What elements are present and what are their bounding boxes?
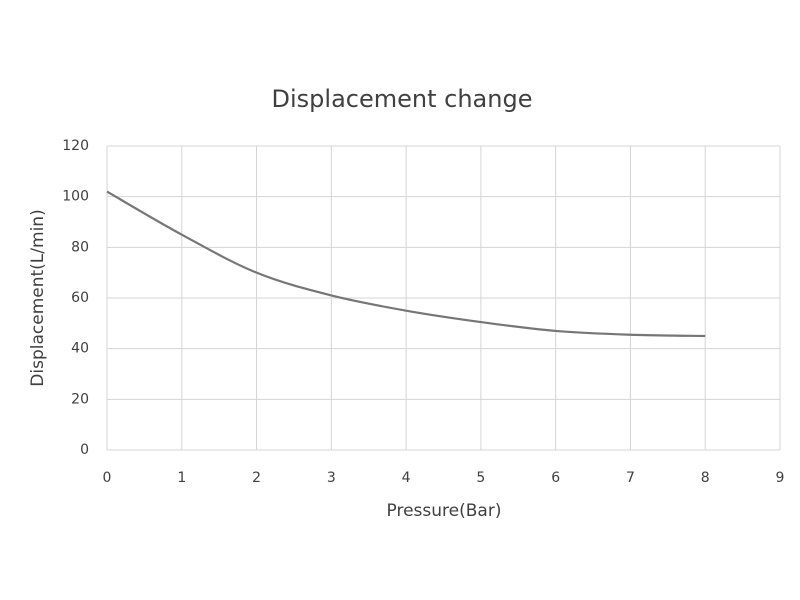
- data-line: [106, 190, 706, 338]
- y-tick-label: 120: [62, 138, 89, 154]
- x-tick-label: 2: [252, 470, 261, 486]
- x-tick-label: 7: [626, 470, 635, 486]
- x-tick-label: 0: [103, 470, 112, 486]
- y-axis-title: Displacement(L/min): [28, 209, 48, 386]
- x-tick-label: 1: [177, 470, 186, 486]
- y-tick-label: 40: [71, 341, 89, 357]
- x-tick-label: 4: [402, 470, 411, 486]
- y-tick-label: 20: [71, 391, 89, 407]
- y-tick-label: 0: [80, 442, 89, 458]
- x-tick-label: 5: [476, 470, 485, 486]
- chart-title: Displacement change: [272, 85, 533, 113]
- y-tick-label: 100: [62, 189, 89, 205]
- y-tick-label: 60: [71, 290, 89, 306]
- x-tick-label: 6: [551, 470, 560, 486]
- x-tick-label: 9: [776, 470, 785, 486]
- x-axis-title: Pressure(Bar): [387, 501, 502, 521]
- x-tick-label: 3: [327, 470, 336, 486]
- x-tick-label: 8: [701, 470, 710, 486]
- y-tick-label: 80: [71, 239, 89, 255]
